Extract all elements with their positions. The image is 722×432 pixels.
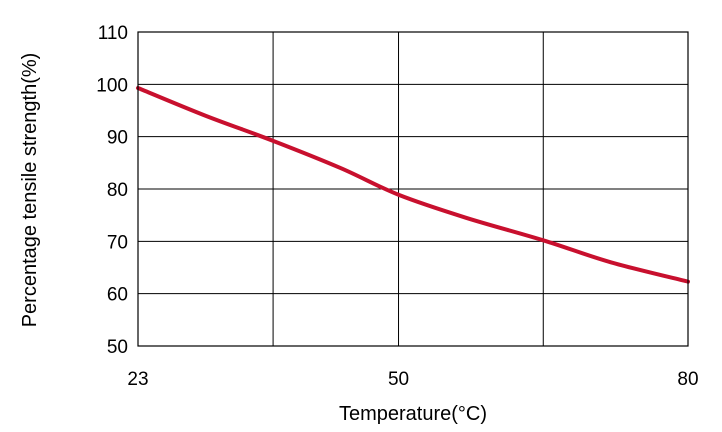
y-tick-label: 80 xyxy=(107,180,128,201)
y-tick-label: 50 xyxy=(107,337,128,358)
series-line xyxy=(136,86,690,284)
x-tick-label: 80 xyxy=(677,369,698,390)
y-tick-label: 100 xyxy=(96,75,128,96)
x-axis-title: Temperature(°C) xyxy=(339,403,487,425)
plot-frame xyxy=(137,31,689,347)
y-tick-label: 110 xyxy=(98,23,128,44)
series-layer xyxy=(136,86,690,284)
y-tick-label: 60 xyxy=(107,285,128,306)
grid xyxy=(137,31,689,347)
x-tick-label: 50 xyxy=(388,369,409,390)
x-tick-label: 23 xyxy=(127,369,148,390)
y-axis-title: Percentage tensile strength(%) xyxy=(19,53,41,328)
y-tick-label: 90 xyxy=(107,128,128,149)
y-tick-label: 70 xyxy=(107,232,128,253)
x-tick-labels: 23 50 80 xyxy=(127,369,698,390)
y-tick-labels: 50 60 70 80 90 100 110 xyxy=(96,23,128,358)
